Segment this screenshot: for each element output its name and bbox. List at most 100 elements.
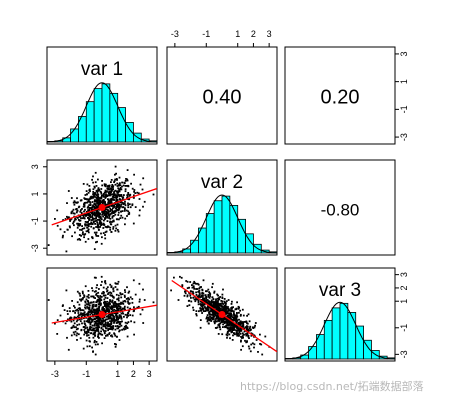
scatter-point xyxy=(197,283,200,286)
scatter-point xyxy=(90,225,93,228)
scatter-point xyxy=(93,231,96,234)
scatter-point xyxy=(90,312,93,315)
scatter-point xyxy=(119,329,121,332)
scatter-point xyxy=(104,218,106,221)
scatter-point xyxy=(207,309,210,312)
scatter-point xyxy=(227,307,230,310)
scatter-point xyxy=(122,203,125,206)
scatter-point xyxy=(116,185,119,187)
scatter-point xyxy=(116,223,119,226)
scatter-point xyxy=(216,293,219,296)
scatter-point xyxy=(92,181,94,184)
scatter-point xyxy=(152,193,155,196)
scatter-point xyxy=(180,276,183,279)
scatter-point xyxy=(197,296,200,299)
histogram-bar-var3-bin4 xyxy=(308,346,317,360)
scatter-point xyxy=(185,280,188,282)
scatter-point xyxy=(92,193,94,195)
scatter-point xyxy=(103,301,105,304)
scatter-point xyxy=(102,294,105,297)
scatter-point xyxy=(229,337,231,340)
scatter-point xyxy=(126,322,129,325)
scatter-point xyxy=(209,315,211,318)
scatter-point xyxy=(93,186,96,189)
scatter-point xyxy=(214,312,217,315)
scatter-point xyxy=(246,333,249,336)
scatter-point xyxy=(78,318,81,321)
scatter-point xyxy=(112,287,115,290)
scatter-point xyxy=(222,326,224,328)
scatter-point xyxy=(212,307,215,309)
scatter-point xyxy=(75,326,77,329)
scatter-point xyxy=(130,320,132,323)
scatter-point xyxy=(76,332,79,335)
scatter-point xyxy=(195,294,198,296)
scatter-point xyxy=(107,184,109,187)
scatter-point xyxy=(127,206,130,209)
scatter-point xyxy=(232,323,235,326)
scatter-point xyxy=(221,317,223,319)
scatter-point xyxy=(233,333,236,336)
scatter-point xyxy=(133,173,135,176)
scatter-point xyxy=(233,312,235,315)
scatter-point xyxy=(227,321,230,323)
scatter-point xyxy=(233,327,235,329)
scatter-point xyxy=(109,320,111,323)
scatter-point xyxy=(123,325,126,328)
scatter-point xyxy=(114,282,117,285)
scatter-point xyxy=(106,226,109,228)
scatter-point xyxy=(104,231,107,234)
scatter-point xyxy=(218,319,221,322)
scatter-point xyxy=(107,292,110,294)
scatter-point xyxy=(73,333,76,336)
scatter-point xyxy=(98,332,100,335)
scatter-point xyxy=(200,299,203,301)
scatter-point xyxy=(104,322,107,325)
scatter-point xyxy=(86,303,88,306)
scatter-point xyxy=(105,308,108,311)
bottom-tick-label: 1 xyxy=(115,369,120,379)
correlation-text-1-2: 0.40 xyxy=(203,87,242,109)
scatter-point xyxy=(56,209,59,212)
scatter-point xyxy=(42,327,44,329)
scatter-point xyxy=(226,312,229,315)
scatter-point xyxy=(246,326,249,328)
scatter-point xyxy=(105,287,108,290)
scatter-point xyxy=(56,224,59,227)
scatter-point xyxy=(105,327,108,330)
scatter-point xyxy=(210,307,212,310)
scatter-point xyxy=(212,301,215,304)
scatter-point xyxy=(120,312,123,315)
scatter-point xyxy=(112,186,114,189)
scatter-point xyxy=(95,219,98,222)
scatter-point xyxy=(109,207,112,210)
bottom-tick-label: 3 xyxy=(147,369,152,379)
scatter-point xyxy=(77,314,80,316)
scatter-point xyxy=(128,197,131,200)
scatter-point xyxy=(90,321,93,323)
scatter-point xyxy=(88,199,90,202)
scatter-point xyxy=(216,326,219,329)
scatter-point xyxy=(127,314,130,317)
scatter-point xyxy=(88,345,91,348)
scatter-point xyxy=(93,290,96,293)
scatter-point xyxy=(117,297,120,299)
scatter-point xyxy=(96,192,99,194)
scatter-point xyxy=(79,223,82,225)
scatter-point xyxy=(101,194,103,197)
scatter-point xyxy=(85,210,88,213)
scatter-point xyxy=(228,333,231,336)
scatter-point xyxy=(93,313,96,316)
scatter-point xyxy=(79,308,82,311)
scatter-point xyxy=(206,308,209,310)
mean-point-r2-c1 xyxy=(98,204,106,211)
scatter-point xyxy=(105,208,108,211)
scatter-point xyxy=(245,334,248,337)
scatter-point xyxy=(95,231,98,234)
scatter-point xyxy=(104,214,107,216)
scatter-point xyxy=(107,304,110,306)
scatter-point xyxy=(98,309,101,312)
scatter-point xyxy=(80,299,82,302)
right-tick-label-row3: 3 xyxy=(399,272,409,277)
scatter-point xyxy=(108,214,111,217)
